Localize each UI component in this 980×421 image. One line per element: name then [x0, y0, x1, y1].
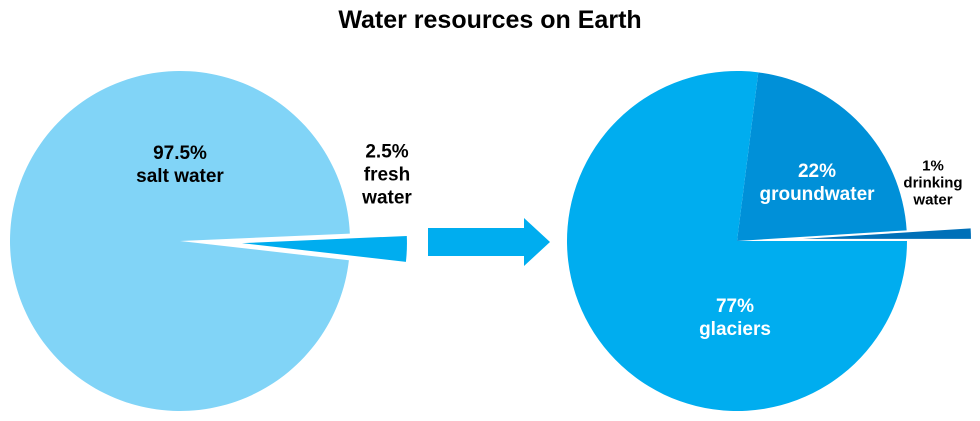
slice-label: 1% drinking water: [896, 158, 971, 209]
slice-label: 97.5% salt water: [110, 142, 250, 188]
slice-label: 2.5% fresh water: [352, 141, 422, 210]
category-label: salt water: [136, 166, 224, 187]
value-label: 2.5%: [365, 141, 409, 163]
value-label: 97.5%: [153, 143, 207, 164]
category-label: fresh water: [362, 164, 412, 209]
chart-title: Water resources on Earth: [338, 6, 642, 34]
slice-label: 77% glaciers: [665, 295, 805, 341]
category-label: drinking water: [903, 174, 963, 209]
category-label: glaciers: [699, 319, 771, 340]
pie-slice: [241, 235, 407, 262]
pie-slice: [802, 228, 971, 239]
value-label: 77%: [715, 296, 755, 317]
value-label: 1%: [922, 157, 944, 175]
pie-slice: [566, 70, 907, 411]
category-label: groundwater: [759, 184, 875, 205]
pie-slice: [737, 72, 907, 241]
arrow: [428, 218, 550, 266]
slice-label: 22% groundwater: [737, 160, 897, 206]
value-label: 22%: [797, 161, 837, 182]
pie-slice: [10, 71, 350, 412]
